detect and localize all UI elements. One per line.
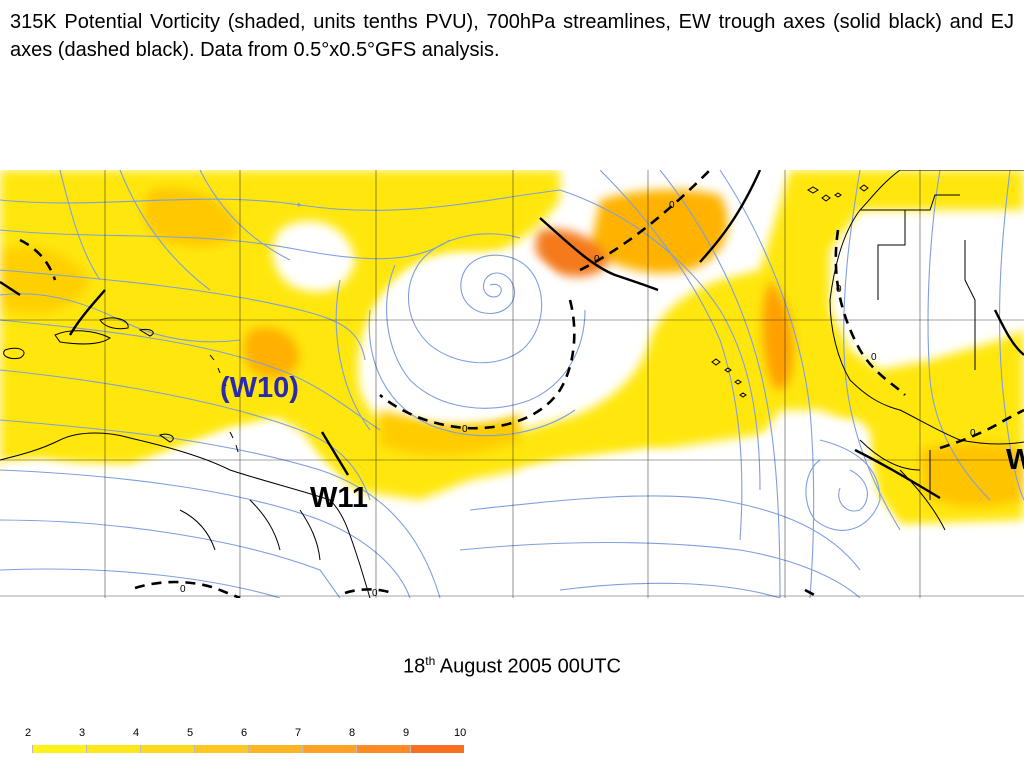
contour-label-4: 0 bbox=[180, 584, 186, 595]
lat-lon-grid bbox=[0, 170, 1024, 598]
contour-label-7: 0 bbox=[871, 352, 877, 363]
colorbar-tick bbox=[86, 745, 87, 753]
colorbar-tick bbox=[140, 745, 141, 753]
colorbar-segment bbox=[194, 745, 248, 753]
contour-labels: 0 0 0 0 0 0 0 0 bbox=[180, 200, 976, 598]
pv-map: 0 0 0 0 0 0 0 0 bbox=[0, 170, 1024, 598]
contour-label-2: 0 bbox=[594, 254, 600, 265]
streamlines bbox=[0, 170, 1024, 598]
colorbar-segment bbox=[140, 745, 194, 753]
wave-label-w12: W bbox=[1006, 444, 1024, 476]
colorbar-segment bbox=[0, 745, 32, 753]
contour-label-5: 0 bbox=[372, 588, 378, 598]
colorbar-tick-label: 6 bbox=[241, 727, 248, 739]
colorbar-segment bbox=[32, 745, 86, 753]
date-rest: August 2005 00UTC bbox=[439, 655, 621, 678]
colorbar-tick bbox=[194, 745, 195, 753]
colorbar-segment bbox=[302, 745, 356, 753]
colorbar-tick bbox=[410, 745, 411, 753]
contour-label-8: 0 bbox=[970, 428, 976, 439]
colorbar-tick-label: 8 bbox=[349, 727, 356, 739]
ej-axes bbox=[19, 170, 1024, 598]
colorbar-segment bbox=[356, 745, 410, 753]
colorbar-tick bbox=[248, 745, 249, 753]
colorbar-segment bbox=[248, 745, 302, 753]
date-day: 18 bbox=[403, 655, 426, 678]
ew-trough-axes bbox=[0, 170, 1024, 500]
colorbar-tick bbox=[32, 745, 33, 753]
pv-colorbar bbox=[0, 720, 520, 760]
colorbar-tick-label: 10 bbox=[454, 727, 467, 739]
colorbar-tick-label: 7 bbox=[295, 727, 302, 739]
wave-label-w11: W11 bbox=[310, 482, 369, 514]
colorbar-tick-label: 9 bbox=[403, 727, 410, 739]
analysis-date: 18th August 2005 00UTC bbox=[0, 654, 1024, 679]
colorbar-tick-label: 5 bbox=[187, 727, 194, 739]
contour-label-6: 0 bbox=[836, 284, 842, 295]
contour-label-1: 0 bbox=[669, 200, 675, 211]
colorbar-segment bbox=[86, 745, 140, 753]
date-suffix: th bbox=[425, 654, 436, 668]
colorbar-tick bbox=[356, 745, 357, 753]
colorbar-segment bbox=[410, 745, 464, 753]
coastlines bbox=[0, 170, 1024, 598]
figure-caption: 315K Potential Vorticity (shaded, units … bbox=[10, 11, 1014, 61]
colorbar-tick-label: 3 bbox=[79, 727, 86, 739]
colorbar-tick-label: 2 bbox=[25, 727, 32, 739]
wave-label-w10: (W10) bbox=[220, 372, 299, 404]
colorbar-tick-label: 4 bbox=[133, 727, 140, 739]
contour-label-3: 0 bbox=[462, 424, 468, 435]
colorbar-tick bbox=[302, 745, 303, 753]
